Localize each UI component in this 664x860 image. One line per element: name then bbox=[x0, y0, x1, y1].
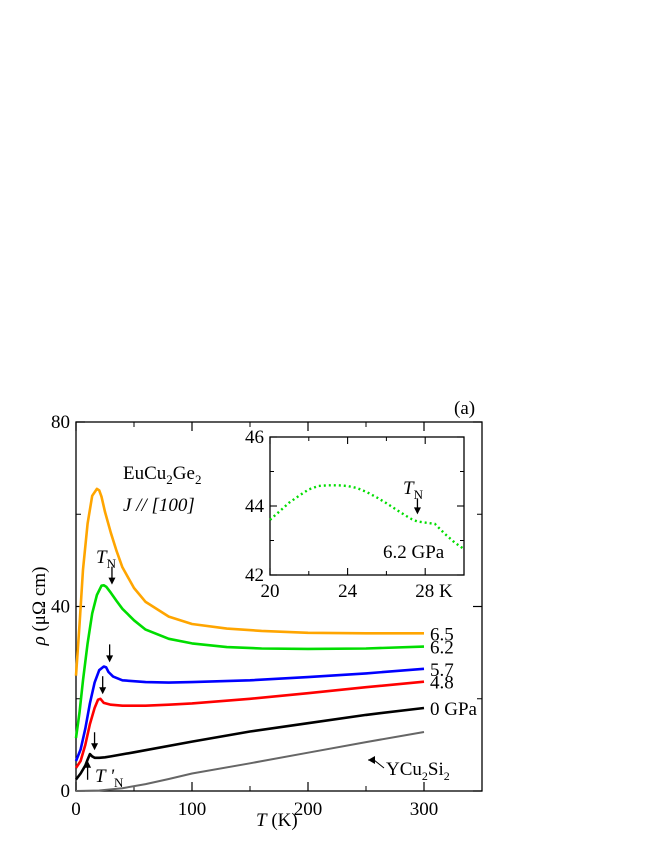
inset-axis-ticks: 20 24 28 K 42 44 46 bbox=[245, 427, 464, 602]
series-end-label: 6.2 bbox=[430, 638, 454, 659]
series-end-label: 5.7 bbox=[430, 660, 454, 681]
inset-x-tick-label: 24 bbox=[338, 581, 358, 602]
ycu2si2-pointer-head bbox=[368, 756, 375, 764]
inset-y-tick-label: 42 bbox=[245, 565, 264, 586]
panel-label: (a) bbox=[454, 398, 475, 419]
y-axis-label: ρ (μΩ cm) bbox=[29, 567, 50, 647]
ycu2si2-label: YCu2Si2 bbox=[386, 759, 450, 783]
inset-x-tick-label: 20 bbox=[261, 581, 280, 602]
y-tick-label: 80 bbox=[51, 412, 70, 433]
x-tick-label: 300 bbox=[410, 799, 439, 820]
inset-frame bbox=[269, 436, 465, 576]
x-tick-label: 200 bbox=[294, 799, 323, 820]
x-tick-label: 0 bbox=[71, 799, 81, 820]
series-0-GPa bbox=[74, 706, 425, 781]
series-6-5 bbox=[74, 487, 424, 676]
series-end-label: 0 GPa bbox=[430, 699, 478, 720]
tn-arrow-head bbox=[106, 655, 114, 663]
inset-tn-arrow-head bbox=[413, 507, 421, 515]
series-6-2 bbox=[74, 583, 425, 739]
inset-series-6-2-gpa bbox=[269, 484, 465, 551]
x-axis-label: T (K) bbox=[256, 810, 298, 831]
series-end-label: 6.5 bbox=[430, 624, 454, 645]
inset-x-tick-label: 28 K bbox=[415, 581, 453, 602]
compound-label: EuCu2Ge2 bbox=[123, 463, 201, 487]
inset-series-group bbox=[269, 484, 465, 551]
tnp-label: T 'N bbox=[95, 766, 124, 790]
tn-arrow-head bbox=[108, 577, 116, 585]
current-direction-label: J // [100] bbox=[123, 495, 195, 516]
series-5-7 bbox=[74, 665, 425, 762]
y-tick-label: 40 bbox=[51, 597, 70, 618]
y-tick-label: 0 bbox=[61, 781, 71, 802]
series-ycu2si2 bbox=[75, 731, 425, 792]
inset-y-tick-label: 44 bbox=[245, 496, 265, 517]
tnp-arrow-head bbox=[84, 760, 92, 768]
tn-label-main: TN bbox=[96, 547, 117, 571]
series-4-8 bbox=[74, 680, 425, 769]
main-series-group: 0 GPa 4.85.76.26.5 bbox=[74, 487, 478, 792]
series-end-label: 4.8 bbox=[430, 673, 454, 694]
tn-arrows bbox=[84, 566, 116, 780]
inset-y-tick-label: 46 bbox=[245, 427, 264, 448]
tn-arrow-head bbox=[91, 743, 99, 751]
x-tick-label: 100 bbox=[178, 799, 207, 820]
main-axis-ticks: 0 100 200 300 0 40 80 bbox=[51, 412, 482, 820]
inset-tn-label: TN bbox=[403, 478, 424, 502]
inset-series-label: 6.2 GPa bbox=[383, 542, 445, 563]
tn-arrow-head bbox=[99, 687, 107, 695]
